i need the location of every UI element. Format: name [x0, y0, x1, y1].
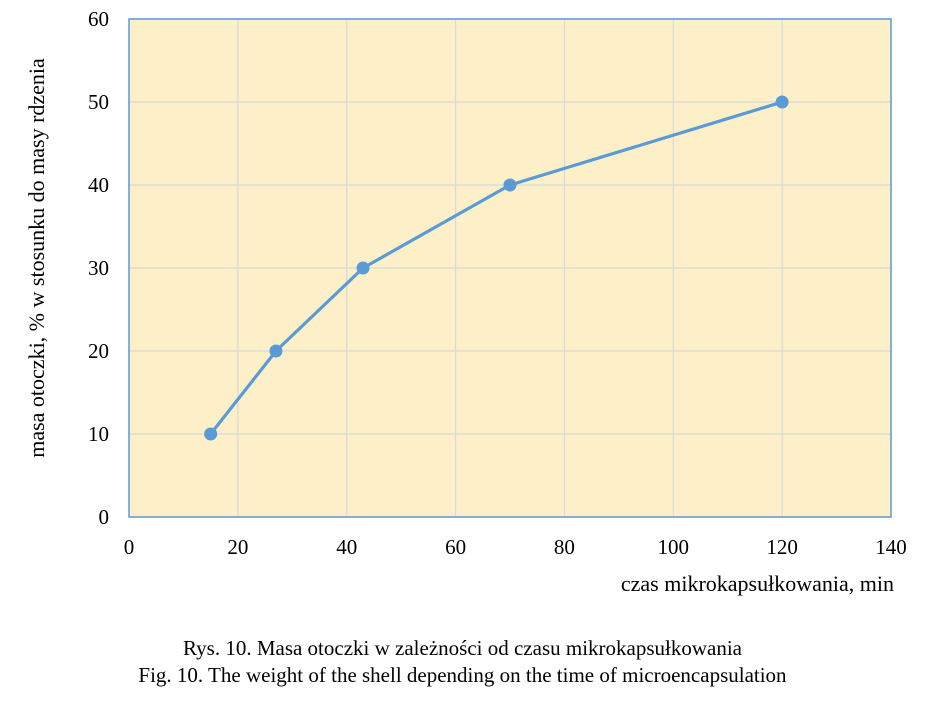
x-tick-label: 140 [875, 535, 907, 559]
x-tick-label: 120 [766, 535, 798, 559]
data-point [269, 344, 283, 358]
x-tick-label: 100 [658, 535, 690, 559]
y-tick-label: 20 [88, 339, 109, 363]
caption-english: Fig. 10. The weight of the shell dependi… [138, 663, 787, 687]
y-tick-label: 10 [88, 422, 109, 446]
y-tick-label: 30 [88, 256, 109, 280]
line-chart: 0 10 20 30 40 50 60 0 20 40 60 80 100 120 140 masa ot… [24, 7, 907, 596]
caption-polish: Rys. 10. Masa otoczki w zależności od cz… [182, 636, 742, 660]
figure-caption: Rys. 10. Masa otoczki w zależności od cz… [0, 635, 925, 689]
x-tick-labels: 0 20 40 60 80 100 120 140 [124, 535, 907, 559]
data-point [503, 178, 517, 192]
x-tick-label: 40 [336, 535, 357, 559]
y-tick-label: 0 [99, 505, 110, 529]
y-tick-label: 40 [88, 173, 109, 197]
y-tick-label: 60 [88, 7, 109, 31]
data-point [356, 261, 370, 275]
series-group [204, 95, 789, 441]
x-tick-label: 80 [554, 535, 575, 559]
data-point [204, 427, 218, 441]
x-tick-label: 0 [124, 535, 135, 559]
y-axis-title: masa otoczki, % w stosunku do masy rdzen… [24, 58, 49, 458]
y-tick-labels: 0 10 20 30 40 50 60 [88, 7, 109, 529]
x-axis-title: czas mikrokapsułkowania, min [621, 571, 894, 596]
y-tick-label: 50 [88, 90, 109, 114]
x-tick-label: 20 [227, 535, 248, 559]
x-tick-label: 60 [445, 535, 466, 559]
data-point [775, 95, 789, 109]
plot-frame [128, 18, 892, 518]
